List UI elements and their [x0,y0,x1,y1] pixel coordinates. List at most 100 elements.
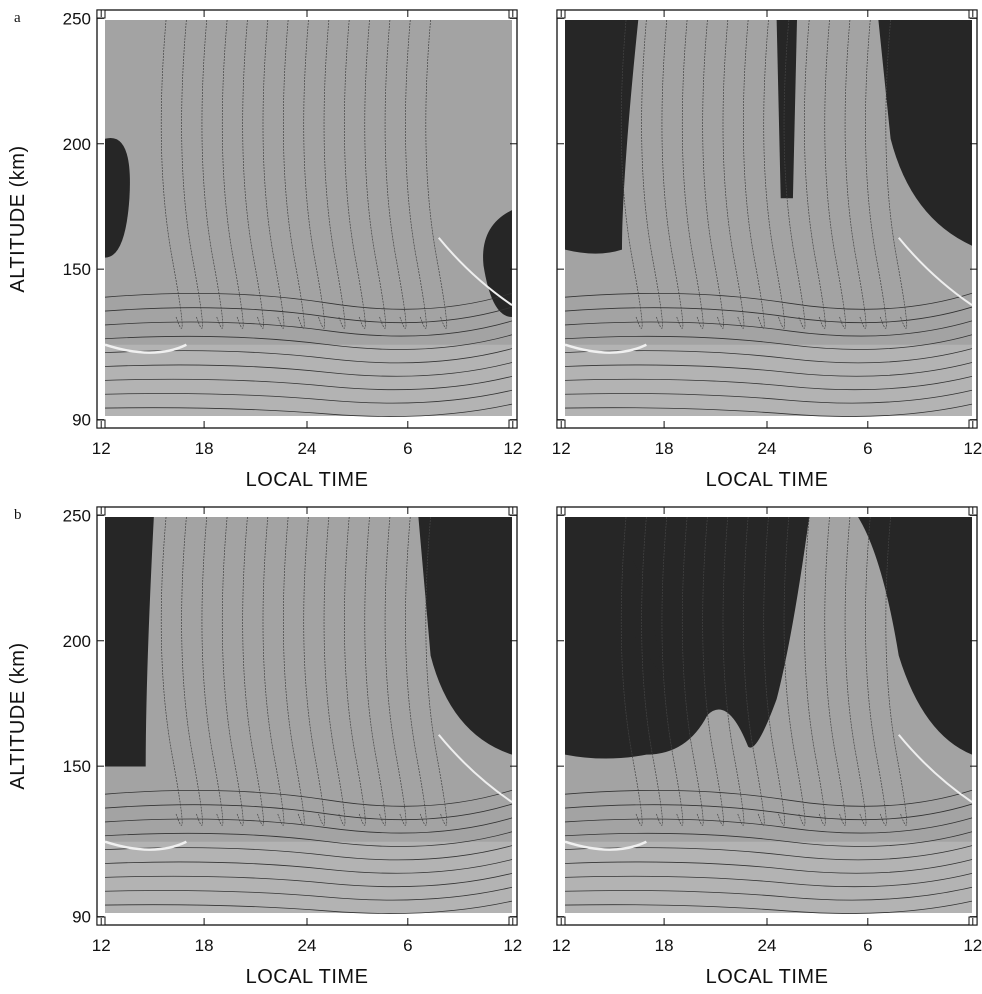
contour-line [104,859,513,874]
y-axis-label: ALTITUDE (km) [7,642,29,789]
contour-line [564,334,973,350]
x-tick-label: 24 [298,936,317,955]
contour-line [564,845,973,861]
contour-line [104,362,513,377]
x-tick-label: 12 [552,936,571,955]
y-tick-label: 150 [63,260,91,279]
dark-region [858,517,972,755]
contour-line [221,19,244,329]
contour-line [564,789,973,807]
dark-region [565,517,810,759]
y-tick-label: 150 [63,757,91,776]
contour-line [702,516,724,826]
x-tick-label: 24 [298,439,317,458]
contour-line [303,19,325,329]
contour-line [221,516,244,826]
bright-streak [104,343,187,354]
contour-line [181,516,203,826]
contour-line [620,516,643,826]
bright-streak [104,840,187,851]
contour-line [201,19,224,329]
contour-line [201,516,224,826]
panel-label: b [14,507,22,523]
contour-line [104,403,513,417]
contour-line [783,19,806,329]
contour-line [104,900,513,914]
contour-line [743,516,765,826]
y-tick-label: 90 [72,411,91,430]
contour-line [885,19,908,329]
contour-line [620,19,643,329]
contour-panel [564,516,973,914]
contour-line [104,306,513,324]
lower-band [105,841,512,913]
bright-streak [437,734,513,803]
contour-panel [104,19,513,417]
contour-line [641,19,663,329]
contour-line [160,19,183,329]
contour-line [283,516,305,826]
contour-panel [104,516,513,914]
contour-line [160,516,183,826]
x-tick-label: 12 [503,936,522,955]
contour-line [641,516,663,826]
dark-region [105,517,154,767]
lower-band [565,841,972,913]
x-tick-label: 12 [92,439,111,458]
contour-line [104,803,513,821]
bright-streak [897,734,973,803]
contour-line [844,19,867,329]
x-tick-label: 6 [863,936,872,955]
contour-line [104,817,513,834]
dark-region [105,137,130,258]
contour-line [743,19,765,329]
contour-line [104,789,513,807]
panel-label: a [14,10,21,26]
dark-region [776,20,797,199]
contour-line [564,817,973,834]
dark-region [878,20,972,246]
bright-streak [564,840,647,851]
contour-line [885,516,908,826]
contour-line [104,831,513,847]
contour-line [405,516,427,826]
contour-line [722,19,745,329]
y-axis-label: ALTITUDE (km) [7,145,29,292]
x-axis-label: LOCAL TIME [246,469,369,491]
contour-line [564,375,973,391]
contour-line [323,516,346,826]
bright-streak [897,237,973,306]
contour-line [702,19,724,329]
contour-line [844,516,867,826]
dark-region [418,517,512,755]
x-tick-label: 24 [758,936,777,955]
x-tick-label: 12 [963,936,982,955]
contour-line [564,362,973,377]
contour-line [824,19,847,329]
contour-line [104,375,513,391]
contour-line [384,516,407,826]
x-tick-label: 6 [863,439,872,458]
x-tick-label: 18 [655,936,674,955]
contour-line [242,19,264,329]
contour-line [104,348,513,364]
contour-line [104,389,513,404]
contour-line [384,19,407,329]
x-tick-label: 12 [92,936,111,955]
contour-line [661,516,684,826]
y-tick-label: 200 [63,135,91,154]
contour-line [804,516,826,826]
contour-panel [564,19,973,417]
contour-line [681,516,704,826]
dark-region [630,556,663,676]
contour-line [564,859,973,874]
contour-line [405,19,427,329]
x-tick-label: 18 [195,439,214,458]
contour-line [564,803,973,821]
y-tick-label: 200 [63,632,91,651]
contour-line [323,19,346,329]
contour-line [344,516,366,826]
contour-line [104,320,513,337]
y-tick-label: 250 [63,9,91,28]
x-axis-label: LOCAL TIME [706,966,829,988]
